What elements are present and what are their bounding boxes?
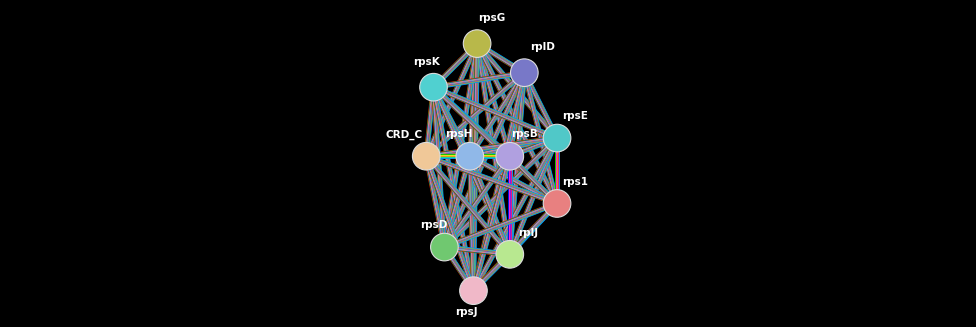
Circle shape [544,190,571,217]
Text: rpsD: rpsD [420,220,447,230]
Circle shape [413,143,440,170]
Text: CRD_C: CRD_C [386,129,423,140]
Text: rpsG: rpsG [478,13,506,23]
Text: rpsE: rpsE [562,111,589,121]
Circle shape [420,73,447,101]
Circle shape [510,59,538,86]
Circle shape [456,143,484,170]
Text: rplJ: rplJ [518,228,538,237]
Circle shape [430,233,458,261]
Text: rpsK: rpsK [413,57,439,67]
Circle shape [544,124,571,152]
Circle shape [496,143,523,170]
Text: rpsB: rpsB [511,129,538,139]
Text: rpsH: rpsH [445,129,472,139]
Circle shape [464,30,491,58]
Text: rplD: rplD [530,42,555,52]
Circle shape [460,277,487,304]
Text: rps1: rps1 [562,177,589,187]
Circle shape [496,241,523,268]
Text: rpsJ: rpsJ [455,307,477,318]
